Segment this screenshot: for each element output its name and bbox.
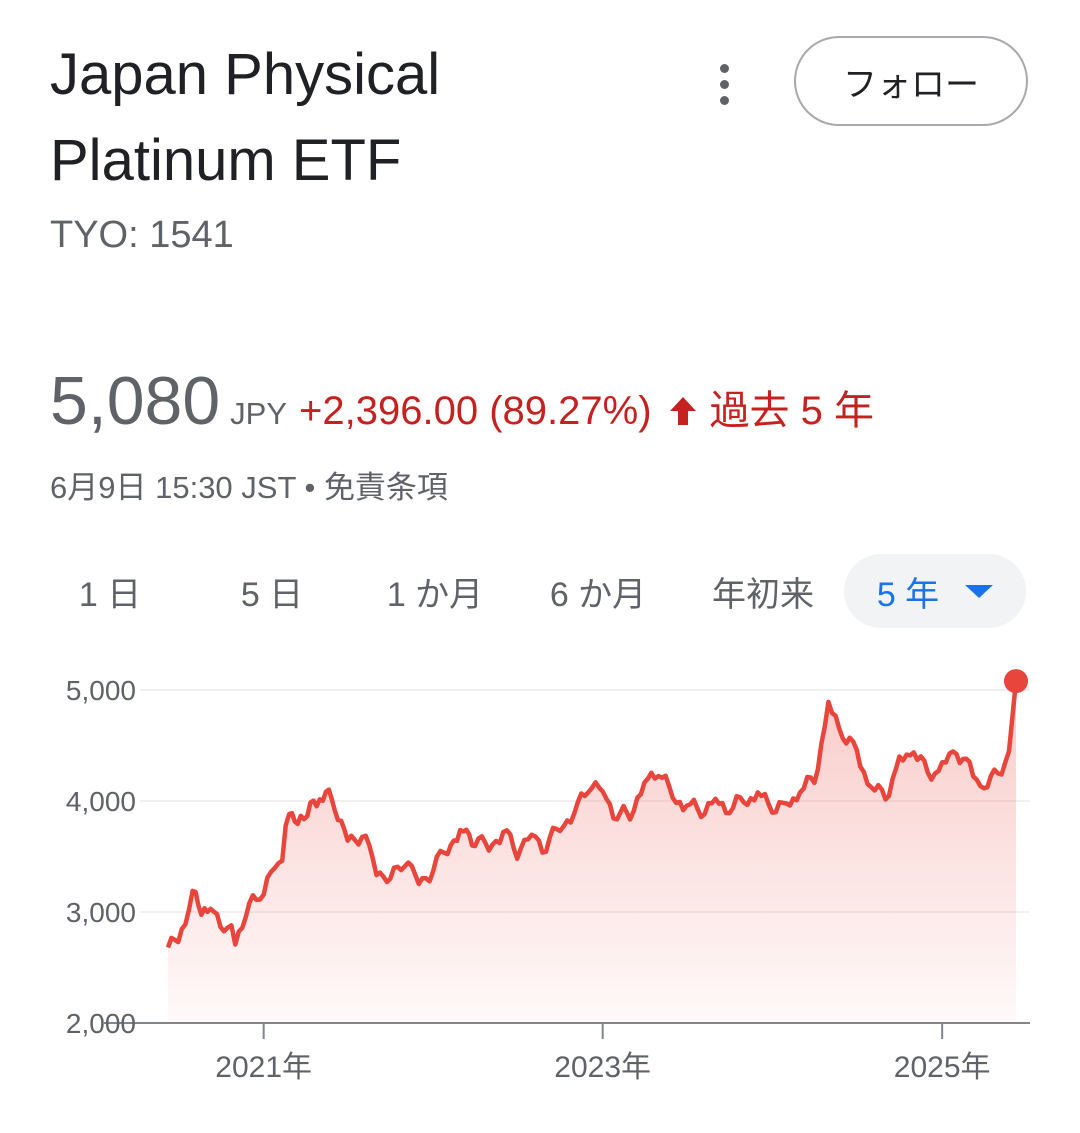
- price-row: 5,080 JPY +2,396.00 (89.27%) 過去 5 年: [50, 362, 874, 446]
- more-vert-icon: [719, 63, 729, 73]
- currency: JPY: [230, 396, 288, 431]
- title-line-1: Japan Physical: [50, 42, 441, 107]
- tab-1-day[interactable]: 1 日: [78, 575, 142, 614]
- tab-5-day[interactable]: 5 日: [240, 575, 304, 614]
- follow-button[interactable]: フォロー: [794, 36, 1028, 126]
- tab-5-year[interactable]: 5 年: [844, 554, 1026, 628]
- tab-6-month[interactable]: 6 か月: [549, 575, 647, 614]
- tab-1-month[interactable]: 1 か月: [386, 575, 484, 614]
- y-tick-label: 4,000: [66, 786, 136, 817]
- price-line: [165, 680, 1019, 949]
- change-period: 過去 5 年: [709, 389, 874, 433]
- y-tick-label: 2,000: [66, 1008, 136, 1039]
- current-price-dot: [1004, 669, 1028, 694]
- range-tabs: 1 日 5 日 1 か月 6 か月 年初来 5 年: [0, 554, 1080, 628]
- meta-separator: •: [295, 470, 324, 505]
- chevron-down-icon: [965, 584, 994, 598]
- title-line-2: Platinum ETF: [50, 128, 402, 193]
- current-price: 5,080: [50, 363, 221, 439]
- page-title: Japan Physical Platinum ETF: [50, 32, 690, 204]
- arrow-up-icon: [669, 397, 696, 425]
- y-tick-label: 5,000: [66, 675, 136, 706]
- tab-ytd[interactable]: 年初来: [712, 575, 814, 614]
- price-chart[interactable]: 5,000 4,000 3,000 2,000 2021年 2023年 2025年: [0, 640, 1080, 1110]
- quote-meta: 6月9日 15:30 JST • 免責条項: [50, 462, 448, 507]
- tab-5-year-label: 5 年: [876, 575, 940, 614]
- more-vert-icon-dot: [719, 95, 729, 105]
- x-tick-label: 2023年: [554, 1051, 651, 1084]
- y-tick-label: 3,000: [66, 897, 136, 928]
- x-axis: 2021年 2023年 2025年: [215, 1023, 991, 1084]
- more-options-button[interactable]: [700, 58, 748, 110]
- price-area: [168, 681, 1016, 1023]
- quote-timestamp: 6月9日 15:30 JST: [50, 470, 296, 505]
- x-tick-label: 2025年: [894, 1051, 991, 1084]
- price-points: [167, 669, 1028, 948]
- ticker-symbol: TYO: 1541: [50, 214, 234, 256]
- disclaimer-link[interactable]: 免責条項: [323, 470, 448, 505]
- x-tick-label: 2021年: [215, 1051, 312, 1084]
- more-vert-icon-dot: [719, 79, 729, 89]
- price-change: +2,396.00 (89.27%): [299, 389, 652, 433]
